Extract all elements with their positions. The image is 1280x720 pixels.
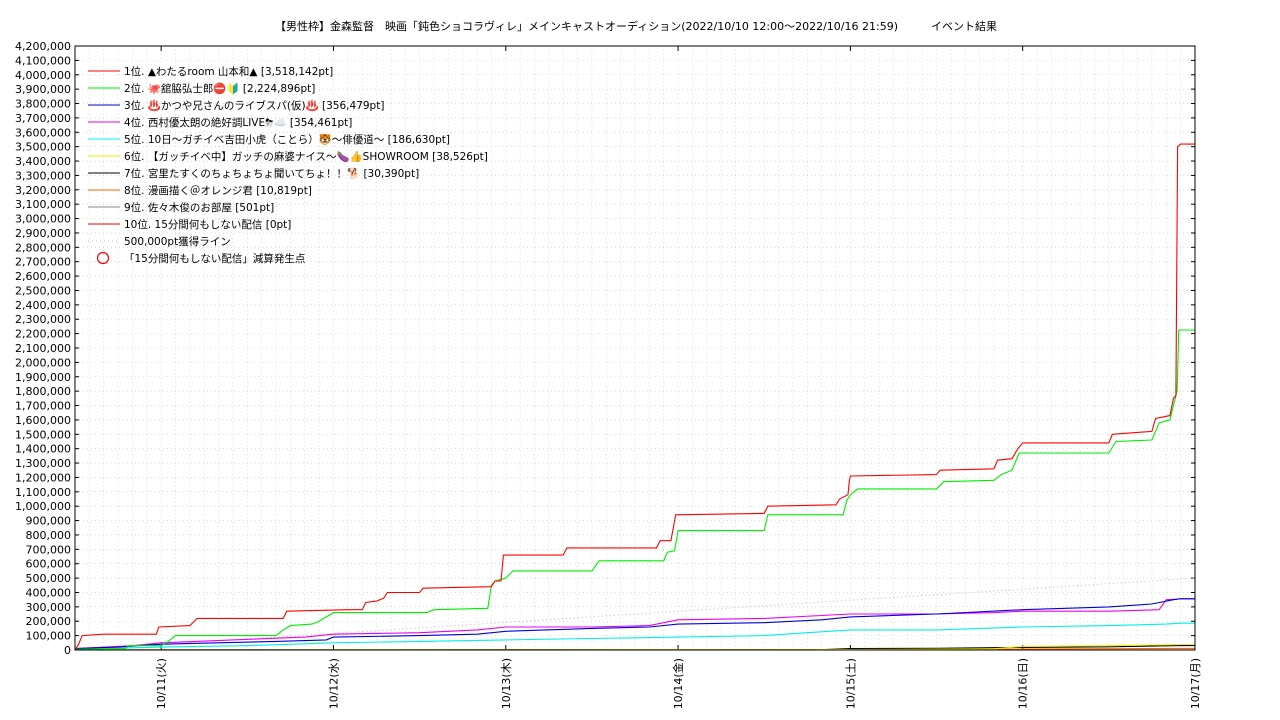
y-tick-label: 500,000 (26, 572, 72, 585)
y-tick-label: 900,000 (26, 515, 72, 528)
grid (75, 46, 1195, 650)
legend-label: 3位. ♨️かつや兄さんのライブスパ(仮)♨️ [356,479pt] (124, 99, 384, 112)
y-tick-label: 300,000 (26, 601, 72, 614)
y-tick-label: 3,900,000 (15, 83, 71, 96)
series-line (74, 622, 1195, 650)
legend-label: 500,000pt獲得ライン (124, 235, 231, 248)
y-tick-label: 2,400,000 (15, 299, 71, 312)
series-line (74, 143, 1195, 651)
y-tick-label: 3,500,000 (15, 141, 71, 154)
y-tick-label: 2,700,000 (15, 256, 71, 269)
legend: 1位. ▲わたるroom 山本和▲ [3,518,142pt] 2位. 🐙舘脇弘士… (88, 65, 488, 265)
y-tick-label: 1,400,000 (15, 443, 71, 456)
y-tick-label: 2,200,000 (15, 328, 71, 341)
legend-label: 5位. 10日〜ガチイベ吉田小虎（ことら）🐯〜俳優道〜 [186,630pt] (124, 133, 450, 146)
legend-label: 6位. 【ガッチイベ中】ガッチの麻婆ナイス〜🍆👍SHOWROOM [38,526… (124, 150, 488, 163)
y-tick-label: 4,000,000 (15, 69, 71, 82)
y-tick-label: 1,200,000 (15, 471, 71, 484)
y-tick-label: 800,000 (26, 529, 72, 542)
y-tick-label: 2,000,000 (15, 356, 71, 369)
x-tick-label: 10/16(日) (1017, 658, 1030, 709)
legend-label: 1位. ▲わたるroom 山本和▲ [3,518,142pt] (124, 65, 333, 78)
y-tick-label: 1,800,000 (15, 385, 71, 398)
y-tick-label: 700,000 (26, 543, 72, 556)
series-line (74, 598, 1195, 650)
x-tick-label: 10/13(木) (500, 658, 513, 709)
y-tick-label: 400,000 (26, 586, 72, 599)
plot-frame (74, 45, 1196, 651)
y-tick-label: 1,500,000 (15, 428, 71, 441)
y-tick-label: 1,100,000 (15, 486, 71, 499)
x-tick-label: 10/15(土) (844, 658, 857, 709)
y-tick-label: 3,000,000 (15, 213, 71, 226)
y-tick-label: 1,900,000 (15, 371, 71, 384)
x-tick-label: 10/14(金) (671, 658, 685, 709)
y-tick-label: 4,100,000 (15, 54, 71, 67)
y-tick-label: 600,000 (26, 558, 72, 571)
y-tick-label: 1,300,000 (15, 457, 71, 470)
legend-label: 10位. 15分間何もしない配信 [0pt] (124, 218, 291, 231)
y-tick-label: 0 (64, 644, 71, 657)
y-tick-label: 2,300,000 (15, 313, 71, 326)
legend-label: 7位. 宮里たすくのちょちょちょ聞いてちょ！！🐕 [30,390pt] (124, 167, 419, 180)
y-tick-label: 3,300,000 (15, 169, 71, 182)
series-line (74, 598, 1195, 650)
legend-label: 「15分間何もしない配信」減算発生点 (124, 252, 305, 265)
x-tick-label: 10/17(月) (1189, 658, 1202, 709)
legend-label: 8位. 漫画描く＠オレンジ君 [10,819pt] (124, 184, 312, 197)
y-tick-label: 2,800,000 (15, 241, 71, 254)
y-tick-label: 2,900,000 (15, 227, 71, 240)
legend-label: 4位. 西村優太朗の絶好調LIVE⛈☁️ [354,461pt] (124, 116, 352, 129)
y-tick-label: 3,800,000 (15, 98, 71, 111)
y-tick-label: 3,100,000 (15, 198, 71, 211)
y-tick-label: 1,000,000 (15, 500, 71, 513)
y-tick-label: 1,700,000 (15, 400, 71, 413)
y-tick-label: 4,200,000 (15, 40, 71, 53)
y-tick-label: 100,000 (26, 630, 72, 643)
x-axis: 10/11(火) 10/12(水) 10/13(木) 10/14(金) 10/15(土)… (155, 46, 1202, 709)
y-tick-label: 200,000 (26, 615, 72, 628)
legend-label: 9位. 佐々木俊のお部屋 [501pt] (124, 201, 274, 214)
y-tick-label: 3,200,000 (15, 184, 71, 197)
x-tick-label: 10/11(火) (155, 658, 168, 709)
y-tick-label: 1,600,000 (15, 414, 71, 427)
y-tick-label: 2,600,000 (15, 270, 71, 283)
y-tick-label: 3,600,000 (15, 126, 71, 139)
y-tick-label: 2,500,000 (15, 284, 71, 297)
legend-label: 2位. 🐙舘脇弘士郎⛔🔰 [2,224,896pt] (124, 82, 315, 95)
y-tick-label: 3,400,000 (15, 155, 71, 168)
y-tick-label: 3,700,000 (15, 112, 71, 125)
series-line (74, 329, 1195, 650)
x-tick-label: 10/12(水) (327, 658, 340, 709)
chart-title: 【男性枠】金森監督 映画「鈍色ショコラヴィレ」メインキャストオーディション(20… (275, 19, 997, 33)
y-tick-label: 2,100,000 (15, 342, 71, 355)
legend-marker-circle (96, 251, 110, 265)
